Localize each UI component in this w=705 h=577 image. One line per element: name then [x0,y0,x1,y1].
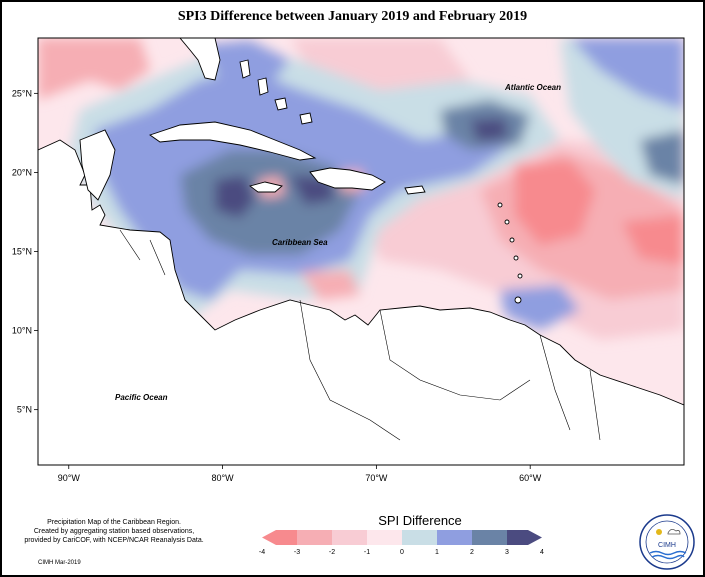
field-dark-core1 [215,175,255,218]
field-blue-south [500,285,580,330]
lon-tick-label-1: 80°W [212,473,235,483]
colorbar-bin-3 [367,530,402,545]
colorbar-tick-label-8: 4 [540,549,544,556]
land-florida [179,38,221,81]
colorbar-tick-label-2: -2 [329,549,335,556]
border-guyana [539,334,571,431]
field-darkred-east [515,160,595,245]
land-bahamas1 [239,59,251,79]
field-steel-east [640,130,684,185]
label-atlantic-ocean: Atlantic Ocean [504,83,561,92]
land-puertorico [404,185,426,195]
field-pink-nw [38,38,150,100]
lon-tick-label-3: 60°W [519,473,542,483]
map-title: SPI3 Difference between January 2019 and… [177,9,528,24]
field-dark-core3 [470,118,508,142]
lon-tick-label-0: 90°W [58,473,81,483]
logo-text: CIMH [658,542,676,549]
lat-tick-label-3: 10°N [12,326,32,336]
colorbar-bin-1 [297,530,332,545]
axis-ticks: 25°N 20°N 15°N 10°N 5°N 90°W 80°W 70°W 60°W [12,88,542,483]
colorbar-bin-7 [507,530,542,545]
lat-tick-label-4: 5°N [17,405,32,415]
lon-tick-label-2: 70°W [365,473,388,483]
label-pacific-ocean: Pacific Ocean [115,393,168,402]
colorbar-tick-label-4: 0 [400,549,404,556]
border-suriname [589,369,601,441]
land-bahamas2 [257,77,269,96]
colorbar-tick-label-7: 3 [505,549,509,556]
logo-wave2-icon [651,554,685,560]
field-pink-sw [300,270,360,300]
credit-line-3: provided by CariCOF, with NCEP/NCAR Rean… [24,537,204,544]
colorbar-tick-label-0: -4 [259,549,265,556]
colorbar-bin-2 [332,530,367,545]
land-antilles5 [517,273,523,279]
lat-tick-label-2: 15°N [12,247,32,257]
borders [119,229,601,441]
colorbar-bin-6 [472,530,507,545]
colorbar: -4 -3 -2 -1 0 1 2 3 4 [259,530,544,556]
field-blue-ne [570,38,684,110]
logo-wave1-icon [649,550,687,556]
credit-line-2: Created by aggregating station based obs… [33,528,195,535]
lat-tick-label-1: 20°N [12,167,32,177]
land [38,38,684,465]
colorbar-tick-label-1: -3 [294,549,300,556]
logo-cloud-icon [667,529,681,535]
land-antilles3 [509,237,515,243]
land-antilles4 [513,255,519,261]
credit-text: Precipitation Map of the Caribbean Regio… [8,518,220,545]
land-hispaniola [309,167,386,191]
border-colombia [299,299,401,441]
colorbar-bin-5 [437,530,472,545]
logo-sun-icon [656,529,662,535]
land-bahamas4 [299,112,313,125]
field-darkred-east2 [622,215,684,265]
border-centralam [119,229,166,276]
land-trinidad [514,296,522,304]
land-americas [38,139,684,465]
land-antilles1 [497,202,503,208]
land-bahamas3 [274,97,288,111]
colorbar-bin-4 [402,530,437,545]
lat-tick-label-0: 25°N [12,88,32,98]
land-cuba [149,121,317,161]
legend-title: SPI Difference [378,513,462,528]
land-yucatan [79,129,116,201]
colorbar-tick-label-3: -1 [364,549,370,556]
colorbar-bin-0 [262,530,297,545]
label-caribbean-sea: Caribbean Sea [272,238,328,247]
colorbar-tick-label-6: 2 [470,549,474,556]
cimh-logo-icon: CIMH [639,514,695,570]
border-venezuela [379,309,531,401]
credit-line-1: Precipitation Map of the Caribbean Regio… [47,519,181,526]
logo-inner-ring [645,520,689,564]
credit-date: CIMH Mar-2019 [38,560,81,566]
land-antilles2 [504,219,510,225]
colorbar-tick-label-5: 1 [435,549,439,556]
spi-field: Atlantic Ocean Caribbean Sea Pacific Oce… [38,38,684,465]
land-jamaica [248,181,283,193]
